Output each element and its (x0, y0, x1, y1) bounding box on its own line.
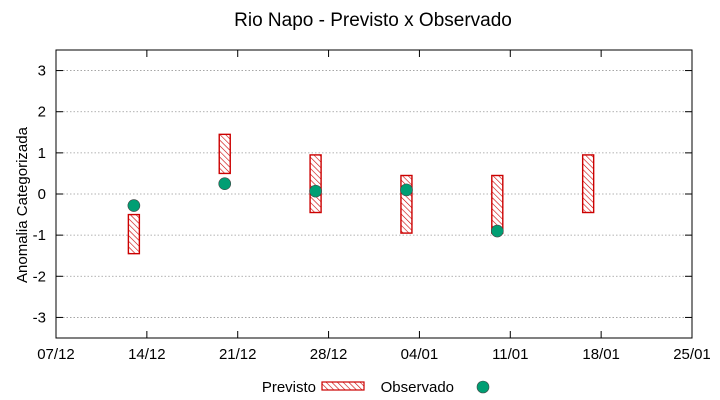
observado-point (309, 184, 322, 198)
y-tick-label: -3 (33, 309, 46, 326)
x-tick-label: 14/12 (128, 346, 166, 363)
observado-point (127, 199, 141, 212)
legend-label-previsto: Previsto (262, 379, 316, 396)
legend-label-observado: Observado (381, 379, 454, 396)
previsto-bar (127, 213, 141, 255)
x-tick-label: 11/01 (492, 346, 528, 363)
previsto-bar (218, 133, 231, 175)
x-tick-label: 28/12 (310, 346, 348, 363)
y-tick-label: 3 (38, 63, 46, 80)
previsto-bar (581, 154, 595, 214)
axis-ticks (55, 50, 693, 338)
grid-lines (56, 70, 692, 318)
previsto-series (127, 133, 595, 255)
observado-series (127, 177, 504, 238)
y-tick-label: 1 (38, 145, 46, 162)
observado-point (400, 183, 413, 197)
legend: Previsto Observado (262, 379, 490, 396)
observado-point (218, 177, 232, 191)
previsto-bar (491, 174, 504, 234)
y-tick-labels: -3 -2 -1 0 1 2 3 (33, 63, 46, 327)
previsto-bar (400, 174, 413, 234)
x-tick-label: 21/12 (219, 346, 257, 363)
y-tick-label: -2 (33, 268, 46, 285)
previsto-bar (309, 154, 322, 214)
y-tick-label: 0 (38, 186, 46, 203)
x-tick-label: 25/01 (673, 346, 711, 363)
x-tick-labels: 07/12 14/12 21/12 28/12 04/01 11/01 18/01 25/01 (37, 346, 711, 363)
y-tick-label: 2 (38, 104, 46, 121)
x-tick-label: 04/01 (401, 346, 439, 363)
chart-title: Rio Napo - Previsto x Observado (234, 10, 512, 31)
legend-swatch-observado (476, 380, 490, 394)
x-tick-label: 18/01 (582, 346, 620, 363)
x-tick-label: 07/12 (37, 346, 75, 363)
legend-swatch-previsto (321, 381, 365, 391)
observado-point (491, 224, 504, 238)
y-tick-label: -1 (33, 227, 46, 244)
y-axis-label: Anomalia Categorizada (14, 126, 31, 283)
